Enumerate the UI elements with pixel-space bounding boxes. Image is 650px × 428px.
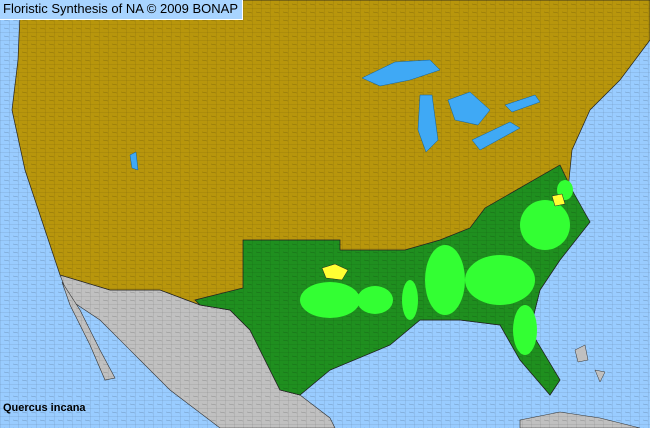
- species-name: Quercus incana: [3, 402, 86, 414]
- bahamas: [574, 344, 606, 383]
- map-title: Floristic Synthesis of NA © 2009 BONAP: [0, 0, 244, 20]
- county-rare-areas: [321, 193, 566, 281]
- county-present-areas: [300, 180, 573, 355]
- great-lakes: [129, 59, 541, 171]
